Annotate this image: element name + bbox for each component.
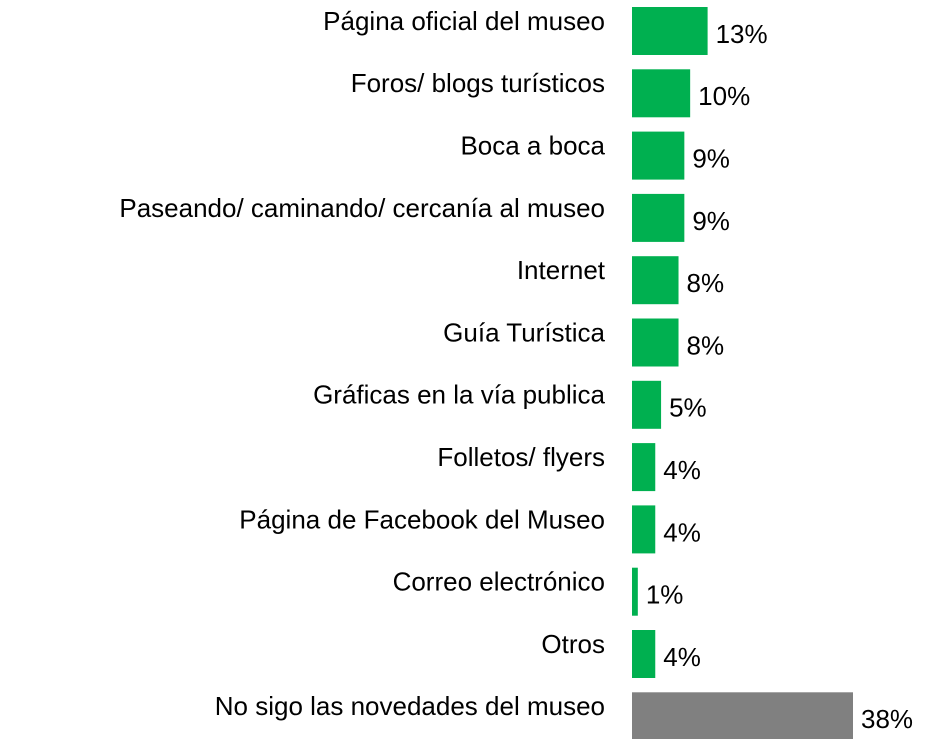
value-label: 5% [669,393,707,423]
category-label: Página de Facebook del Museo [239,504,605,534]
category-label: No sigo las novedades del museo [215,691,605,721]
value-label: 4% [663,642,701,672]
category-label: Correo electrónico [393,567,605,597]
value-label: 4% [663,517,701,547]
bar [632,193,685,242]
category-label: Internet [517,255,606,285]
bar [632,380,662,429]
value-label: 9% [692,143,730,173]
category-label: Foros/ blogs turísticos [351,68,605,98]
category-label: Guía Turística [443,317,605,347]
category-label: Folletos/ flyers [437,442,605,472]
value-label: 38% [861,704,913,734]
bar [632,630,656,678]
bar [632,567,638,616]
bar [632,318,679,367]
bar [632,131,685,180]
value-label: 4% [663,455,701,485]
category-label: Otros [541,629,605,659]
category-label: Gráficas en la vía publica [313,380,605,410]
value-label: 9% [692,206,730,236]
bar [632,7,708,55]
category-label: Paseando/ caminando/ cercanía al museo [119,193,605,223]
bar [632,505,656,554]
bar [632,69,691,118]
value-label: 10% [698,81,750,111]
value-label: 8% [687,268,725,298]
value-label: 13% [716,19,768,49]
value-label: 1% [646,580,684,610]
category-label: Página oficial del museo [323,6,605,36]
category-label: Boca a boca [460,130,605,160]
bar [632,443,656,492]
bar [632,692,853,741]
value-label: 8% [687,330,725,360]
bar [632,256,679,305]
